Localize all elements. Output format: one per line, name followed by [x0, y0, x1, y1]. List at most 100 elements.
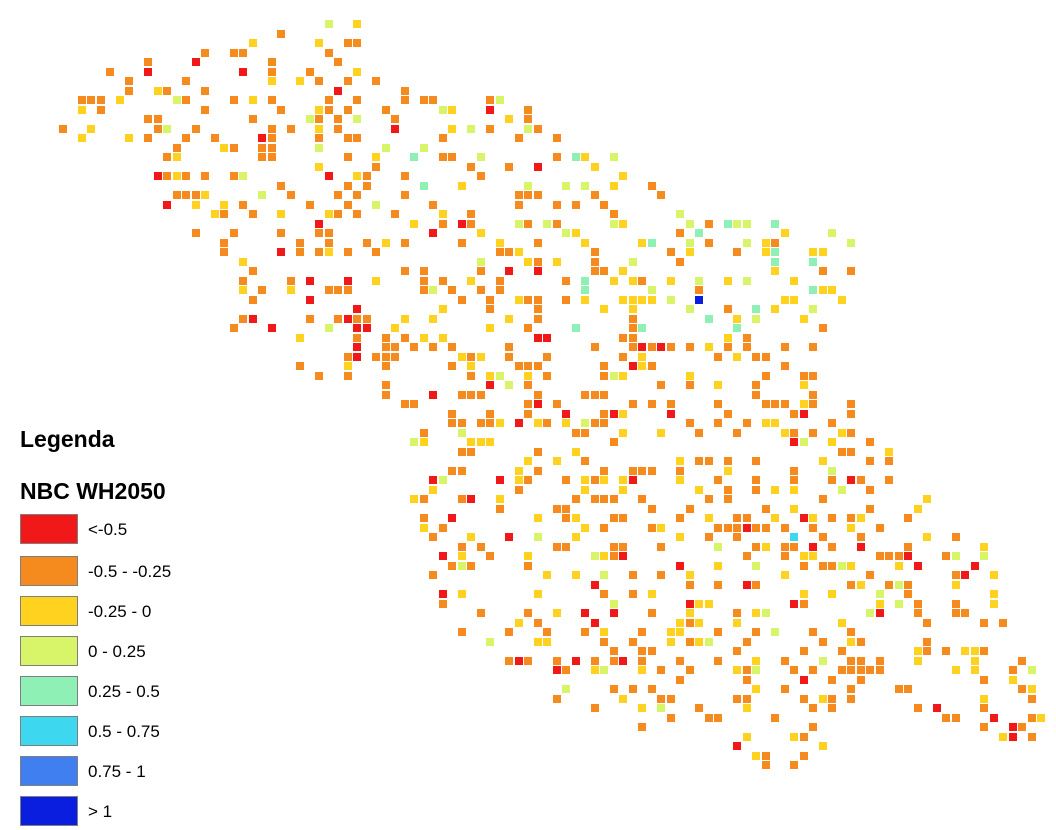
raster-cell — [534, 267, 542, 275]
raster-cell — [334, 210, 342, 218]
raster-cell — [733, 619, 741, 627]
raster-cell — [534, 315, 542, 323]
raster-cell — [163, 201, 171, 209]
raster-cell — [572, 657, 580, 665]
raster-cell — [648, 286, 656, 294]
raster-cell — [230, 229, 238, 237]
raster-cell — [705, 714, 713, 722]
raster-cell — [819, 286, 827, 294]
raster-cell — [610, 552, 618, 560]
raster-cell — [448, 419, 456, 427]
raster-cell — [733, 353, 741, 361]
raster-cell — [144, 134, 152, 142]
raster-cell — [458, 429, 466, 437]
raster-cell — [800, 695, 808, 703]
raster-cell — [505, 163, 513, 171]
raster-cell — [676, 533, 684, 541]
raster-cell — [486, 381, 494, 389]
raster-cell — [676, 676, 684, 684]
raster-cell — [733, 533, 741, 541]
raster-cell — [553, 657, 561, 665]
raster-cell — [515, 467, 523, 475]
raster-cell — [600, 267, 608, 275]
raster-cell — [524, 410, 532, 418]
raster-cell — [249, 296, 257, 304]
raster-cell — [410, 438, 418, 446]
raster-cell — [828, 419, 836, 427]
raster-cell — [562, 476, 570, 484]
raster-cell — [391, 353, 399, 361]
raster-cell — [800, 600, 808, 608]
raster-cell — [809, 723, 817, 731]
raster-cell — [600, 571, 608, 579]
raster-cell — [743, 733, 751, 741]
raster-cell — [714, 581, 722, 589]
raster-cell — [610, 220, 618, 228]
raster-cell — [762, 752, 770, 760]
raster-cell — [249, 315, 257, 323]
raster-cell — [353, 343, 361, 351]
raster-cell — [809, 543, 817, 551]
raster-cell — [467, 533, 475, 541]
raster-cell — [657, 343, 665, 351]
raster-cell — [524, 220, 532, 228]
legend-label: 0 - 0.25 — [88, 642, 146, 661]
legend-label: -0.25 - 0 — [88, 602, 152, 621]
raster-cell — [429, 533, 437, 541]
raster-cell — [192, 58, 200, 66]
raster-cell — [325, 210, 333, 218]
raster-cell — [648, 685, 656, 693]
raster-cell — [410, 153, 418, 161]
raster-cell — [372, 248, 380, 256]
raster-cell — [857, 666, 865, 674]
raster-cell — [277, 248, 285, 256]
raster-cell — [714, 543, 722, 551]
raster-cell — [353, 20, 361, 28]
raster-cell — [771, 714, 779, 722]
raster-cell — [809, 372, 817, 380]
raster-cell — [971, 562, 979, 570]
raster-cell — [762, 419, 770, 427]
raster-cell — [486, 125, 494, 133]
raster-cell — [695, 638, 703, 646]
raster-cell — [239, 286, 247, 294]
raster-cell — [591, 248, 599, 256]
legend-swatch — [20, 514, 78, 544]
raster-cell — [553, 505, 561, 513]
raster-cell — [752, 752, 760, 760]
raster-cell — [325, 248, 333, 256]
raster-cell — [477, 267, 485, 275]
raster-cell — [800, 410, 808, 418]
raster-cell — [382, 362, 390, 370]
raster-cell — [344, 315, 352, 323]
raster-cell — [220, 201, 228, 209]
raster-cell — [163, 87, 171, 95]
raster-cell — [743, 334, 751, 342]
raster-cell — [667, 296, 675, 304]
raster-cell — [695, 619, 703, 627]
raster-cell — [961, 571, 969, 579]
raster-cell — [562, 505, 570, 513]
raster-cell — [790, 429, 798, 437]
raster-cell — [372, 77, 380, 85]
raster-cell — [591, 343, 599, 351]
raster-cell — [771, 400, 779, 408]
raster-cell — [581, 457, 589, 465]
raster-cell — [306, 277, 314, 285]
raster-cell — [543, 628, 551, 636]
raster-cell — [467, 438, 475, 446]
raster-cell — [467, 163, 475, 171]
raster-cell — [486, 638, 494, 646]
raster-cell — [724, 305, 732, 313]
raster-cell — [686, 638, 694, 646]
raster-cell — [781, 229, 789, 237]
raster-cell — [914, 562, 922, 570]
raster-cell — [695, 486, 703, 494]
raster-cell — [572, 229, 580, 237]
raster-cell — [572, 571, 580, 579]
raster-cell — [344, 248, 352, 256]
raster-cell — [524, 125, 532, 133]
raster-cell — [724, 524, 732, 532]
raster-cell — [809, 343, 817, 351]
raster-cell — [781, 571, 789, 579]
